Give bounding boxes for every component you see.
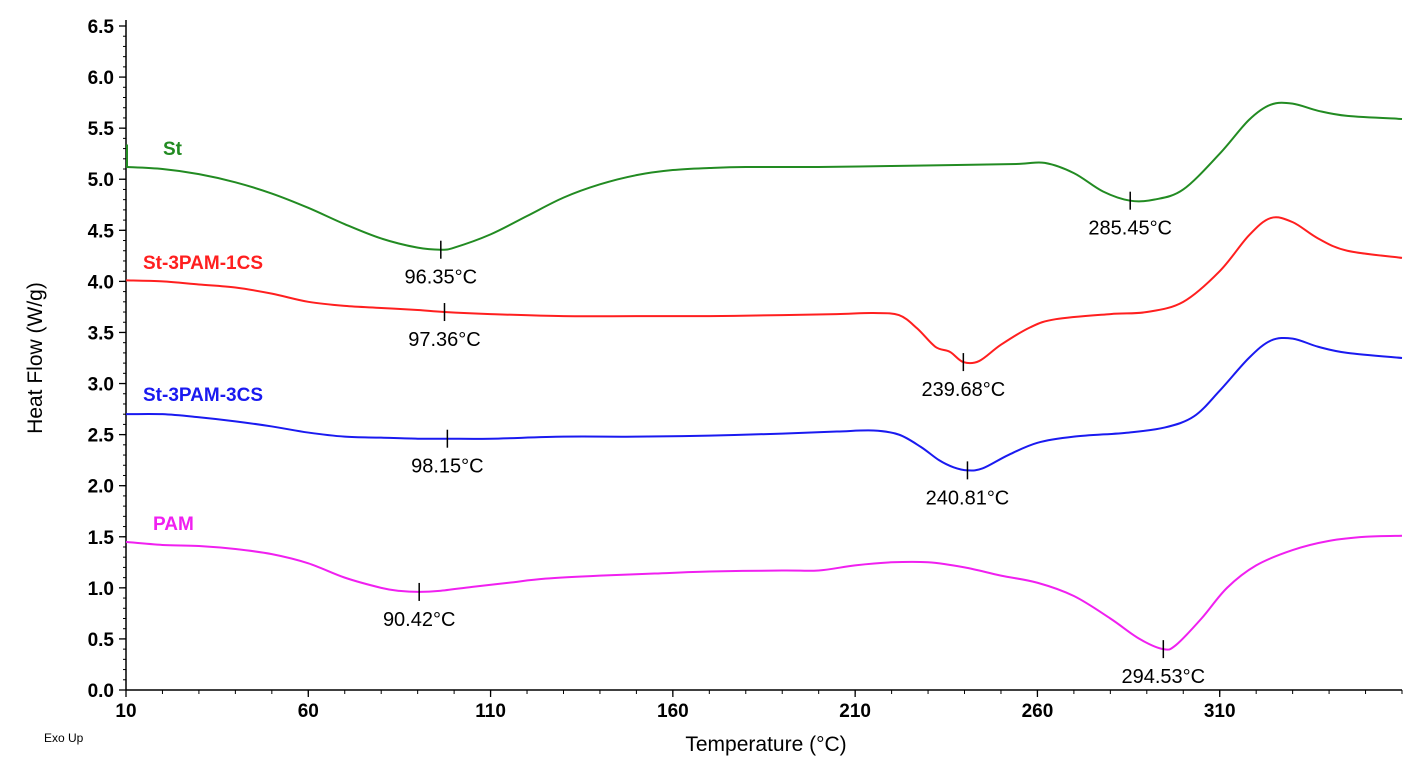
y-tick-label: 0.5 <box>88 630 115 651</box>
series-label-st: St <box>163 139 183 160</box>
series-line-pam <box>125 534 1403 651</box>
y-tick-label: 2.0 <box>88 477 114 498</box>
peak-label: 98.15°C <box>411 456 484 478</box>
x-axis-title: Temperature (°C) <box>685 733 846 756</box>
x-tick-label: 60 <box>298 701 319 722</box>
series-label-st-3pam-1cs: St-3PAM-1CS <box>143 253 263 274</box>
exo-up-note: Exo Up <box>44 731 84 745</box>
y-tick-label: 2.5 <box>88 426 115 447</box>
series-line-st-3pam-1cs <box>125 216 1403 365</box>
y-tick-label: 1.0 <box>88 579 114 600</box>
y-tick-label: 6.5 <box>88 17 115 38</box>
y-tick-label: 1.5 <box>88 528 115 549</box>
ticks: 0.0 0.5 1.0 1.5 2.0 2.5 3.0 3.5 4.0 4.5 5.0 5.5 6.0 6… <box>88 17 1403 722</box>
series-label-st-3pam-3cs: St-3PAM-3CS <box>143 385 263 406</box>
x-tick-label: 310 <box>1204 701 1236 722</box>
y-tick-label: 5.0 <box>88 170 114 191</box>
x-tick-label: 260 <box>1022 701 1054 722</box>
y-tick-label: 3.0 <box>88 375 114 396</box>
series-lines <box>125 101 1403 651</box>
peak-label: 240.81°C <box>926 487 1010 509</box>
axes <box>125 20 1402 691</box>
series-label-pam: PAM <box>153 514 194 535</box>
y-tick-label: 4.5 <box>88 221 115 242</box>
peak-label: 97.36°C <box>408 329 481 351</box>
series-line-st-3pam-3cs <box>125 336 1403 472</box>
y-tick-label: 3.5 <box>88 323 115 344</box>
x-tick-label: 210 <box>839 701 871 722</box>
y-tick-label: 4.0 <box>88 272 114 293</box>
y-axis-title: Heat Flow (W/g) <box>24 282 47 434</box>
series-line-st <box>125 101 1403 251</box>
x-tick-label: 110 <box>475 701 506 722</box>
y-tick-label: 0.0 <box>88 681 114 702</box>
peak-label: 239.68°C <box>922 379 1006 401</box>
peak-label: 90.42°C <box>383 609 456 631</box>
x-tick-label: 10 <box>115 701 136 722</box>
peak-markers: 96.35°C 285.45°C 97.36°C 239.68°C 98.15°C 240… <box>383 191 1206 688</box>
y-tick-label: 6.0 <box>88 68 114 89</box>
peak-label: 294.53°C <box>1122 666 1206 688</box>
series-labels: St St-3PAM-1CS St-3PAM-3CS PAM <box>143 139 263 535</box>
y-tick-label: 5.5 <box>88 119 115 140</box>
peak-label: 96.35°C <box>405 267 478 289</box>
x-tick-label: 160 <box>657 701 689 722</box>
peak-label: 285.45°C <box>1088 218 1172 240</box>
